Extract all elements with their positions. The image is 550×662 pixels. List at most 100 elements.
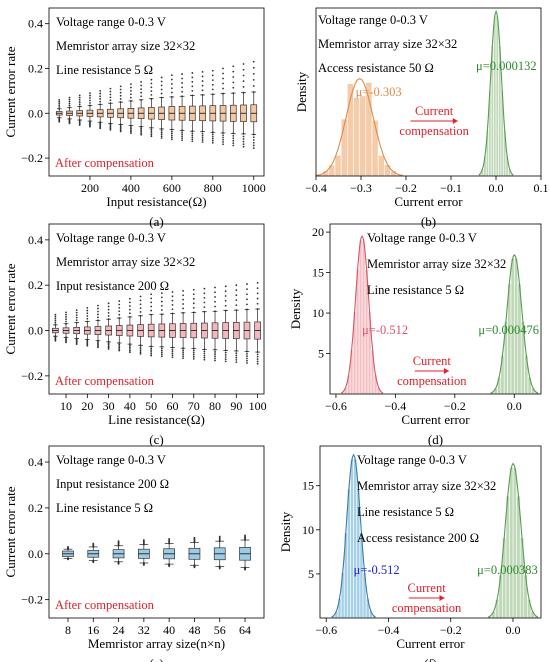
box-plot-item — [179, 289, 187, 360]
outlier-point — [244, 568, 246, 571]
outlier-point — [211, 135, 214, 138]
outlier-point — [89, 92, 91, 95]
outlier-point — [182, 357, 185, 360]
box-plot-item — [188, 536, 201, 569]
compensation-arrowhead — [443, 368, 449, 374]
condition-annotation: Memristor array size 32×32 — [367, 257, 506, 271]
outlier-point — [130, 132, 132, 135]
outlier-point — [235, 294, 238, 297]
outlier-point — [246, 293, 248, 296]
y-axis-label: Current error rate — [3, 486, 18, 577]
outlier-point — [160, 347, 163, 350]
outlier-point — [109, 129, 112, 131]
outlier-point — [170, 132, 173, 135]
outlier-point — [139, 347, 142, 350]
outlier-point — [139, 349, 142, 352]
outlier-point — [130, 89, 132, 92]
outlier-point — [118, 349, 121, 352]
condition-annotation: Access resistance 200 Ω — [357, 531, 479, 545]
histogram-bar — [509, 467, 514, 619]
after-compensation-note: After compensation — [55, 156, 155, 170]
outlier-point — [118, 343, 121, 346]
outlier-point — [182, 355, 185, 358]
x-axis-label: Current error — [396, 636, 465, 651]
outlier-point — [142, 539, 145, 541]
outlier-point — [224, 299, 227, 302]
outlier-point — [99, 89, 102, 92]
outlier-point — [191, 85, 194, 88]
hist-series — [490, 253, 539, 395]
outlier-point — [150, 349, 153, 351]
outlier-point — [150, 86, 153, 89]
arrow-label: Current — [415, 104, 454, 118]
outlier-point — [222, 143, 224, 146]
outlier-point — [235, 361, 238, 364]
outlier-point — [107, 302, 110, 305]
outlier-point — [139, 303, 142, 306]
outlier-point — [235, 356, 238, 359]
histogram-bar — [493, 15, 497, 177]
y-tick-label: 0.4 — [28, 455, 43, 469]
x-tick-label: 0.0 — [507, 399, 522, 413]
x-tick-label: 70 — [188, 399, 200, 413]
box-plot-item — [105, 302, 112, 350]
histogram-bar — [527, 599, 532, 619]
density-curve — [340, 234, 384, 394]
y-axis-label: Density — [288, 288, 303, 329]
y-tick-label: 15 — [312, 266, 324, 280]
outlier-point — [107, 345, 110, 348]
box-plot-item — [62, 311, 70, 344]
y-tick-label: 0.2 — [28, 501, 43, 515]
x-tick-label: 8 — [65, 623, 71, 637]
x-tick-label: −0.4 — [384, 399, 406, 413]
y-axis-label: Density — [278, 511, 293, 552]
y-tick-label: 20 — [312, 225, 324, 239]
histogram-bar — [497, 376, 502, 395]
outlier-point — [150, 301, 153, 304]
outlier-point — [150, 78, 153, 81]
x-tick-label: −0.2 — [395, 181, 417, 195]
histogram-bar — [495, 599, 500, 619]
outlier-point — [58, 104, 61, 107]
x-tick-label: 200 — [81, 181, 99, 195]
plot-frame — [315, 7, 542, 177]
condition-annotation: Input resistance 200 Ω — [56, 477, 169, 491]
outlier-point — [211, 69, 214, 72]
outlier-point — [78, 94, 81, 97]
panel-b: −0.4 −0.3 −0.2 −0.1 0.0 0.1 Current error Densi… — [294, 7, 549, 229]
condition-annotation: Line resistance 5 Ω — [357, 505, 454, 519]
x-tick-label: 32 — [138, 623, 150, 637]
outlier-point — [92, 561, 95, 564]
outlier-point — [170, 138, 173, 141]
box-plot-item — [163, 537, 175, 568]
outlier-point — [191, 136, 194, 139]
outlier-point — [201, 141, 204, 143]
outlier-point — [252, 139, 255, 141]
x-axis-label: Current error — [394, 194, 463, 209]
outlier-point — [58, 106, 61, 108]
outlier-point — [140, 127, 143, 130]
y-tick-label: 0.0 — [28, 324, 43, 338]
outlier-point — [224, 351, 227, 354]
outlier-point — [160, 88, 163, 91]
outlier-point — [232, 139, 235, 142]
x-tick-label: −0.2 — [444, 399, 466, 413]
box-plot-item — [107, 87, 114, 131]
outlier-point — [232, 134, 235, 137]
x-axis-label: Input resistance(Ω) — [106, 194, 206, 209]
outlier-point — [160, 129, 163, 132]
outlier-point — [171, 304, 174, 306]
outlier-point — [68, 100, 71, 103]
box-plot-item — [137, 295, 144, 355]
outlier-point — [214, 286, 216, 289]
condition-annotation: Memristor array size 32×32 — [318, 37, 457, 51]
outlier-point — [201, 134, 204, 137]
outlier-point — [191, 138, 194, 141]
outlier-point — [150, 132, 153, 134]
outlier-point — [192, 288, 195, 291]
y-tick-label: 0.0 — [28, 106, 43, 120]
y-tick-label: 10 — [302, 523, 314, 537]
outlier-point — [140, 88, 143, 90]
outlier-point — [201, 139, 204, 141]
x-tick-label: 40 — [124, 399, 136, 413]
